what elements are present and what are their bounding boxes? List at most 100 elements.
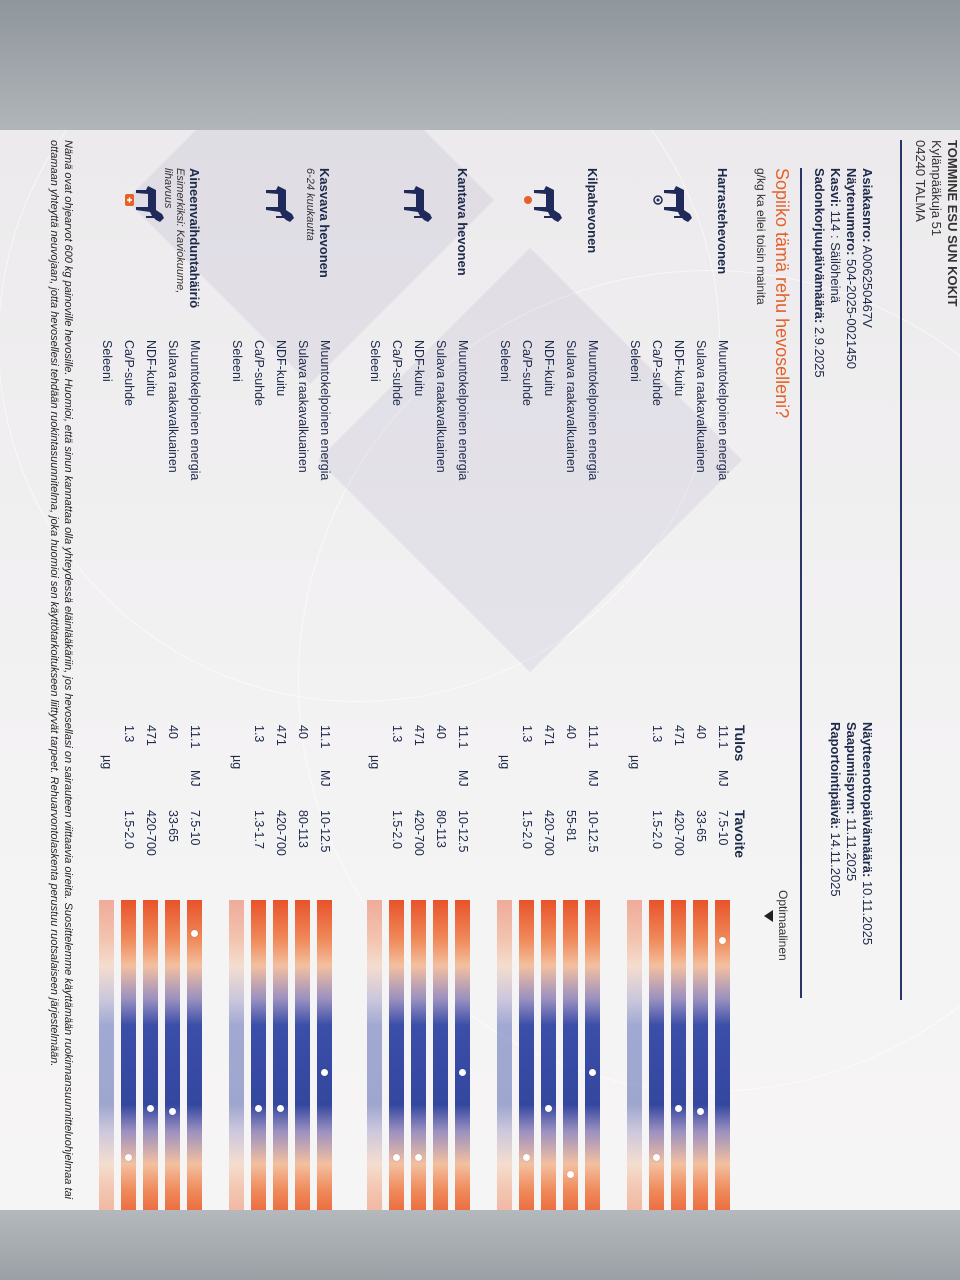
target-range: 33-65	[166, 810, 180, 842]
nutrient-name: Sulava raakavalkuainen	[296, 340, 310, 473]
result-marker	[191, 930, 198, 937]
result-marker	[675, 1104, 682, 1112]
optimality-bar	[229, 900, 244, 1210]
report-date-label: Raportointipäivä:	[828, 722, 843, 829]
target-range: 80-113	[296, 810, 310, 848]
divider	[800, 168, 802, 998]
target-range: 55-81	[564, 810, 578, 842]
nutrient-name: Ca/P-suhde	[650, 340, 664, 407]
target-range: 1.5-2.0	[122, 810, 136, 849]
optimal-marker-icon	[764, 910, 773, 922]
result-marker	[321, 1068, 328, 1076]
sample-number: 504-2025-0021450	[844, 259, 859, 369]
optimality-bar	[455, 900, 470, 1210]
harvest-date-label: Sadonkorjuupäivämäärä:	[812, 168, 827, 324]
nutrient-name: Seleeni	[368, 340, 382, 382]
unit: MJ	[188, 770, 202, 787]
nutrient-name: Ca/P-suhde	[390, 340, 404, 407]
nutrient-name: Seleeni	[628, 340, 642, 382]
group-sublabel: 6-24 kuukautta	[304, 168, 316, 241]
optimality-bar	[497, 900, 512, 1210]
question-title: Sopiiko tämä rehu hevoselleni?	[772, 168, 792, 419]
result-marker	[255, 1104, 262, 1112]
optimality-bar	[433, 900, 448, 1210]
result-marker	[719, 936, 726, 944]
nutrient-name: NDF-kuitu	[672, 340, 686, 397]
feed-analysis-report: TOMMINE ESU SUN KOKIT Kylänpääkuja 51 04…	[0, 130, 960, 1210]
nutrient-name: Ca/P-suhde	[252, 340, 266, 407]
result-value: 471	[144, 725, 158, 746]
nutrient-name: Sulava raakavalkuainen	[694, 340, 708, 473]
optimality-bar	[187, 900, 202, 1210]
result-value: 40	[434, 725, 448, 739]
nutrient-name: NDF-kuitu	[274, 340, 288, 397]
nutrient-name: Ca/P-suhde	[122, 340, 136, 407]
optimality-bar	[519, 900, 534, 1210]
nutrient-name: Muuntokelpoinen energia	[716, 340, 730, 481]
target-column-header: Tavoite	[732, 810, 748, 858]
unit: µg	[368, 755, 382, 770]
nutrient-name: Muuntokelpoinen energia	[456, 340, 470, 481]
result-value: 11.1	[716, 725, 730, 749]
result-value: 1.3	[390, 725, 404, 743]
sampling-date: 10.11.2025	[860, 880, 875, 946]
sender-address: TOMMINE ESU SUN KOKIT Kylänpääkuja 51 04…	[912, 140, 960, 307]
result-value: 471	[542, 725, 556, 746]
group-label: Kasvava hevonen	[317, 168, 332, 278]
divider	[900, 140, 902, 1000]
horse-icon	[645, 180, 698, 228]
sender-postal: 04240 TALMA	[913, 140, 928, 222]
target-range: 1.5-2.0	[520, 810, 534, 849]
optimality-bar	[693, 900, 708, 1210]
nutrient-name: NDF-kuitu	[412, 340, 426, 397]
target-range: 33-65	[694, 810, 708, 842]
arrival-date-label: Saapumispvm:	[844, 722, 859, 815]
question-subtitle: g/kg ka ellei toisin mainita	[754, 168, 768, 305]
optimality-bar	[649, 900, 664, 1210]
optimality-bar	[585, 900, 600, 1210]
customer-number: A006250467V	[860, 245, 875, 328]
horse-medal-icon	[515, 180, 568, 228]
target-range: 420-700	[274, 810, 288, 856]
result-value: 11.1	[318, 725, 332, 749]
optimality-bar	[165, 900, 180, 1210]
target-range: 7.5-10	[188, 810, 202, 846]
nutrient-name: Sulava raakavalkuainen	[434, 340, 448, 473]
result-value: 11.1	[586, 725, 600, 749]
optimality-bar	[671, 900, 686, 1210]
horse-medical-icon	[117, 180, 170, 228]
unit: MJ	[716, 770, 730, 787]
background-bottom	[0, 1200, 960, 1280]
result-value: 40	[694, 725, 708, 739]
target-range: 420-700	[542, 810, 556, 856]
nutrient-name: NDF-kuitu	[542, 340, 556, 397]
target-range: 1.5-2.0	[650, 810, 664, 849]
result-marker	[277, 1104, 284, 1112]
sender-street: Kylänpääkuja 51	[929, 140, 944, 237]
meta-left: Asiakasnro: A006250467V Näytenumero: 504…	[811, 168, 875, 378]
optimality-bar	[317, 900, 332, 1210]
result-value: 1.3	[252, 725, 266, 743]
result-column-header: Tulos	[732, 725, 748, 762]
target-range: 7.5-10	[716, 810, 730, 846]
target-range: 420-700	[144, 810, 158, 856]
plant-value: 114 : Säilöheinä	[828, 210, 843, 303]
optimality-bar	[715, 900, 730, 1210]
unit: µg	[230, 755, 244, 770]
result-value: 1.3	[650, 725, 664, 743]
nutrient-name: Seleeni	[100, 340, 114, 382]
nutrient-name: Muuntokelpoinen energia	[586, 340, 600, 481]
optimality-bar	[143, 900, 158, 1210]
optimality-bar	[121, 900, 136, 1210]
sampling-date-label: Näytteenottopäivämäärä:	[860, 722, 875, 878]
sample-number-label: Näytenumero:	[844, 168, 859, 256]
nutrient-name: Muuntokelpoinen energia	[318, 340, 332, 481]
unit: µg	[100, 755, 114, 770]
target-range: 1.5-2.0	[390, 810, 404, 849]
customer-number-label: Asiakasnro:	[860, 168, 875, 243]
result-value: 40	[166, 725, 180, 739]
result-value: 40	[564, 725, 578, 739]
horse-pregnant-icon	[385, 180, 438, 228]
target-range: 10-12.5	[318, 810, 332, 853]
nutrient-name: Sulava raakavalkuainen	[166, 340, 180, 473]
